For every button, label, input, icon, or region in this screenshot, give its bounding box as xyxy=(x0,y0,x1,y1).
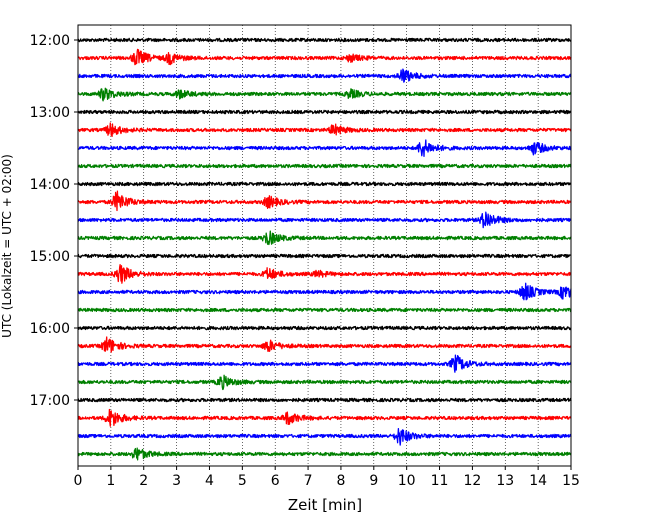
trace-line xyxy=(77,397,572,403)
x-tick-label: 9 xyxy=(369,473,378,489)
trace-line xyxy=(77,48,572,66)
trace-line xyxy=(77,336,572,353)
y-tick-label: 15:00 xyxy=(30,249,70,265)
trace-line xyxy=(77,190,572,212)
x-tick-label: 15 xyxy=(562,473,580,489)
x-tick-label: 8 xyxy=(336,473,345,489)
trace-line xyxy=(77,325,572,331)
trace-line xyxy=(77,427,572,446)
trace-line xyxy=(77,253,572,259)
x-axis-ticks: 0 1 2 3 4 5 6 7 8 9 10 11 12 13 14 15 xyxy=(74,466,580,489)
x-tick-label: 5 xyxy=(238,473,247,489)
plot-frame xyxy=(77,24,572,467)
y-axis-label: UTC (Lokalzeit = UTC + 02:00) xyxy=(0,154,14,338)
trace-line xyxy=(77,230,572,246)
x-tick-label: 6 xyxy=(271,473,280,489)
trace-line xyxy=(77,87,572,102)
x-tick-label: 4 xyxy=(205,473,214,489)
trace-line xyxy=(77,109,572,115)
x-tick-label: 11 xyxy=(431,473,449,489)
trace-line xyxy=(77,37,572,43)
y-tick-label: 12:00 xyxy=(30,33,70,49)
x-tick-label: 14 xyxy=(529,473,547,489)
trace-line xyxy=(77,354,572,373)
y-tick-label: 13:00 xyxy=(30,105,70,121)
x-axis-label: Zeit [min] xyxy=(288,496,362,514)
trace-line xyxy=(77,374,572,391)
x-tick-label: 1 xyxy=(106,473,115,489)
trace-line xyxy=(77,68,572,83)
x-tick-label: 10 xyxy=(398,473,416,489)
y-tick-label: 17:00 xyxy=(30,393,70,409)
y-tick-label: 14:00 xyxy=(30,177,70,193)
trace-line xyxy=(77,408,572,427)
trace-line xyxy=(77,181,572,187)
trace-line xyxy=(77,163,572,169)
trace-group xyxy=(77,37,572,461)
x-tick-label: 0 xyxy=(74,473,83,489)
trace-line xyxy=(77,307,572,313)
trace-line xyxy=(77,282,572,301)
trace-line xyxy=(77,447,572,461)
x-tick-label: 2 xyxy=(139,473,148,489)
x-tick-label: 7 xyxy=(304,473,313,489)
x-tick-label: 12 xyxy=(463,473,481,489)
x-tick-label: 13 xyxy=(496,473,514,489)
trace-line xyxy=(77,139,572,157)
x-tick-label: 3 xyxy=(172,473,181,489)
trace-line xyxy=(77,211,572,229)
y-tick-label: 16:00 xyxy=(30,321,70,337)
trace-line xyxy=(77,122,572,137)
y-axis-ticks: 12:00 13:00 14:00 15:00 16:00 17:00 xyxy=(30,33,78,409)
trace-line xyxy=(77,264,572,284)
